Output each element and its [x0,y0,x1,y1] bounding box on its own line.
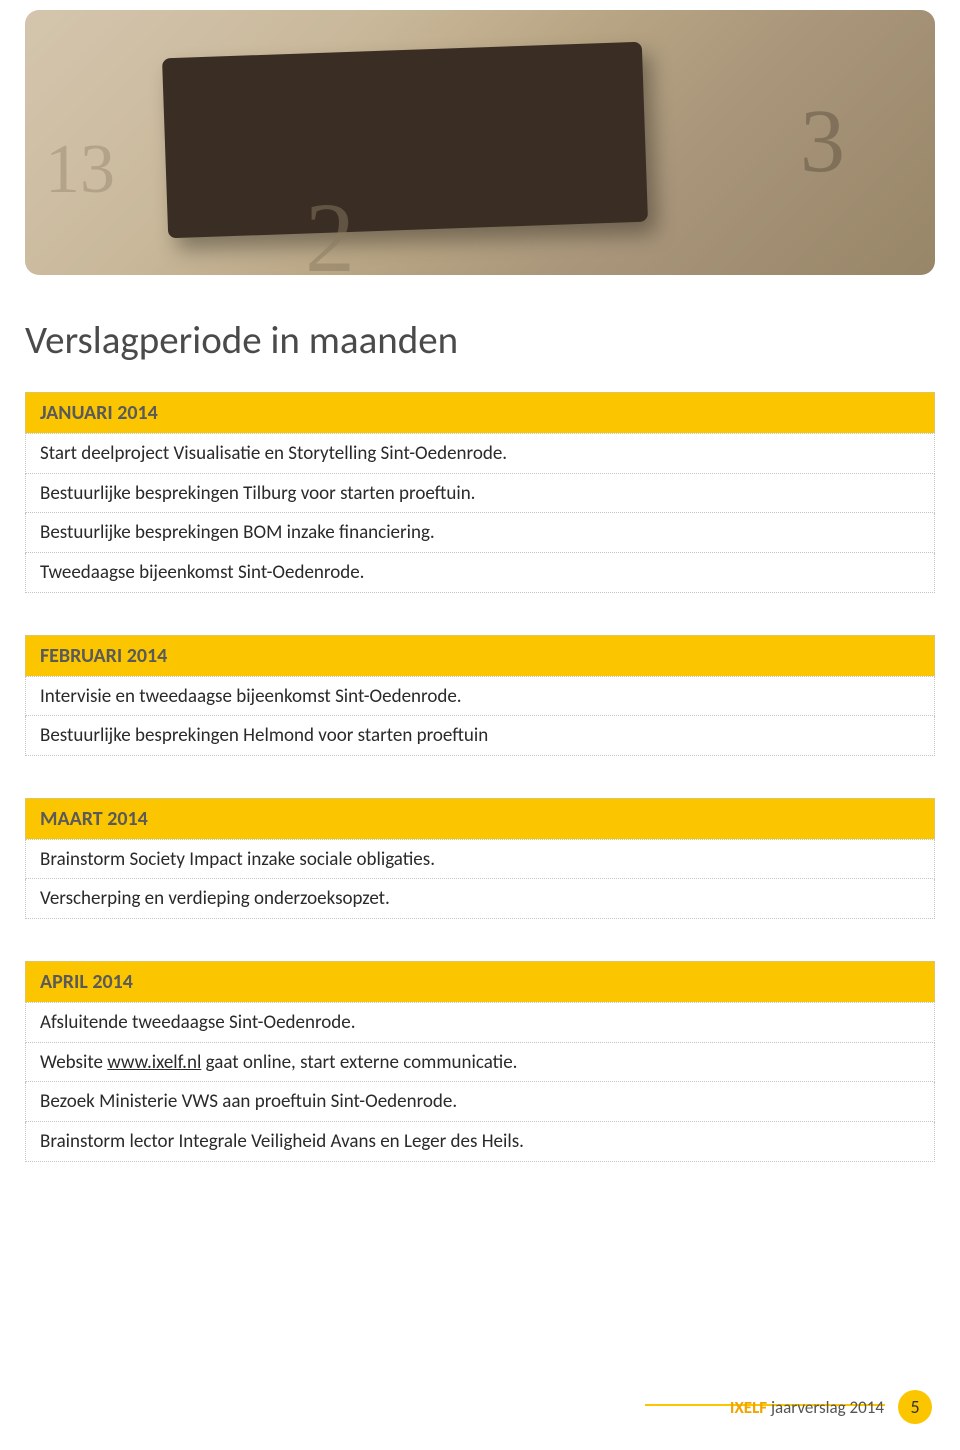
month-header: MAART 2014 [25,798,935,839]
month-block: MAART 2014Brainstorm Society Impact inza… [25,798,935,919]
page-title: Verslagperiode in maanden [25,317,960,364]
month-header: FEBRUARI 2014 [25,635,935,676]
footer-brand: IXELF [730,1397,767,1418]
month-row: Intervisie en tweedaagse bijeenkomst Sin… [25,676,935,717]
footer-doc-title: jaarverslag 2014 [771,1397,884,1418]
month-header: JANUARI 2014 [25,392,935,433]
month-row: Website www.ixelf.nl gaat online, start … [25,1043,935,1083]
footer-page-number: 5 [898,1390,932,1424]
month-block: APRIL 2014Afsluitende tweedaagse Sint-Oe… [25,961,935,1162]
months-container: JANUARI 2014Start deelproject Visualisat… [0,392,960,1162]
page-footer: IXELF jaarverslag 2014 5 [730,1390,932,1424]
hero-decor-number: 13 [45,130,115,210]
month-row: Verscherping en verdieping onderzoeksopz… [25,879,935,919]
month-row: Brainstorm Society Impact inzake sociale… [25,839,935,880]
hero-image: 13 2 [25,10,935,275]
month-row: Afsluitende tweedaagse Sint-Oedenrode. [25,1002,935,1043]
month-row: Tweedaagse bijeenkomst Sint-Oedenrode. [25,553,935,593]
month-row: Brainstorm lector Integrale Veiligheid A… [25,1122,935,1162]
month-block: FEBRUARI 2014Intervisie en tweedaagse bi… [25,635,935,756]
hero-decor-number: 2 [305,180,355,275]
month-header: APRIL 2014 [25,961,935,1002]
footer-text: IXELF jaarverslag 2014 [730,1397,884,1418]
month-block: JANUARI 2014Start deelproject Visualisat… [25,392,935,593]
month-row: Bestuurlijke besprekingen Helmond voor s… [25,716,935,756]
month-row: Bestuurlijke besprekingen BOM inzake fin… [25,513,935,553]
month-row: Bezoek Ministerie VWS aan proeftuin Sint… [25,1082,935,1122]
month-row: Bestuurlijke besprekingen Tilburg voor s… [25,474,935,514]
month-row: Start deelproject Visualisatie en Storyt… [25,433,935,474]
